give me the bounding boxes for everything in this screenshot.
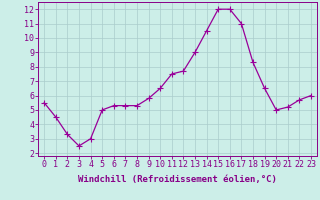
X-axis label: Windchill (Refroidissement éolien,°C): Windchill (Refroidissement éolien,°C)	[78, 175, 277, 184]
